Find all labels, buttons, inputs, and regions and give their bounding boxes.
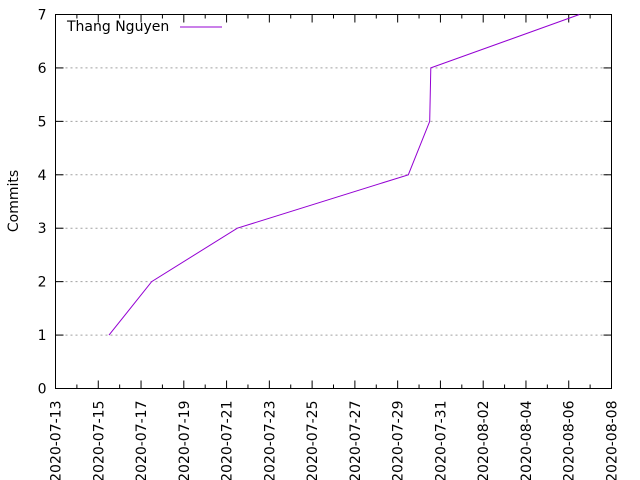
y-tick-label: 4 (38, 168, 47, 184)
y-tick-label: 0 (38, 382, 47, 398)
x-tick-labels: 2020-07-13 2020-07-15 2020-07-17 2020-07-19… (49, 400, 621, 480)
y-tick-label: 6 (38, 61, 47, 77)
y-tick-label: 2 (38, 275, 47, 291)
x-tick-label: 2020-08-02 (476, 401, 492, 480)
y-tick-label: 5 (38, 114, 47, 130)
x-tick-label: 2020-07-15 (91, 401, 107, 480)
axis-ticks (55, 14, 612, 389)
y-axis-title: Commits (6, 170, 22, 232)
x-tick-label: 2020-08-08 (605, 401, 621, 480)
series-line (108, 14, 580, 336)
x-tick-label: 2020-07-23 (262, 401, 278, 480)
y-tick-label: 7 (38, 8, 47, 24)
x-tick-label: 2020-07-25 (305, 401, 321, 480)
y-tick-labels: 0 1 2 3 4 5 6 7 (38, 8, 47, 398)
x-tick-label: 2020-08-04 (519, 400, 535, 480)
x-tick-label: 2020-07-13 (49, 401, 65, 480)
grid-lines (55, 67, 612, 336)
x-tick-label: 2020-07-27 (348, 401, 364, 480)
y-tick-label: 3 (38, 221, 47, 237)
x-tick-label: 2020-07-19 (177, 401, 193, 480)
plot-frame (55, 14, 612, 389)
series-layer (108, 14, 580, 336)
x-tick-label: 2020-07-17 (134, 401, 150, 480)
legend-label: Thang Nguyen (66, 19, 169, 35)
y-tick-label: 1 (38, 328, 47, 344)
x-tick-label: 2020-07-21 (220, 401, 236, 480)
x-tick-label: 2020-07-31 (433, 401, 449, 480)
x-tick-label: 2020-07-29 (391, 401, 407, 480)
legend: Thang Nguyen (66, 19, 222, 35)
x-tick-label: 2020-08-06 (562, 400, 578, 480)
